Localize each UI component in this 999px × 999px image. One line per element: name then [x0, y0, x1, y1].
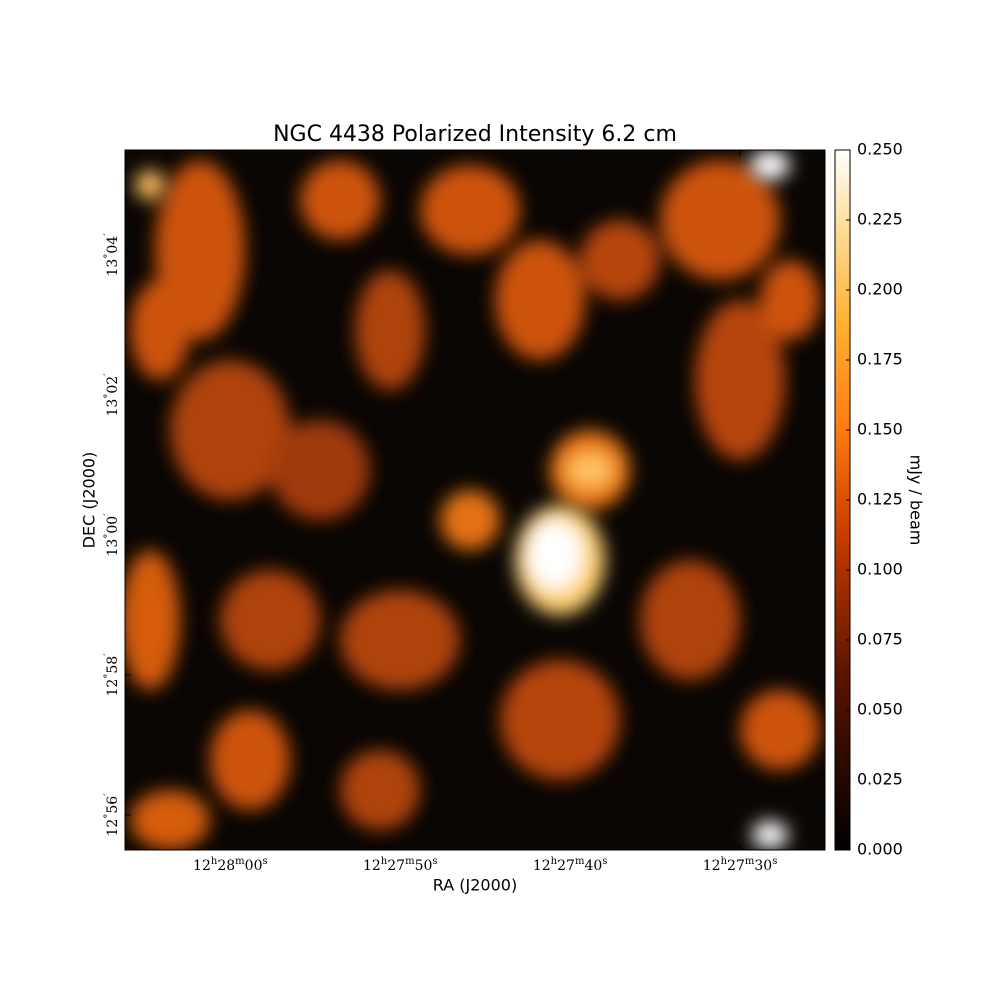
- y-tick-label: 13°00′: [103, 513, 122, 557]
- colorbar-tick-label: 0.075: [857, 630, 903, 649]
- plot-frame: [124, 149, 826, 851]
- colorbar-tick-label: 0.200: [857, 280, 903, 299]
- y-tick-label: 13°04′: [103, 233, 122, 277]
- colorbar-tick-label: 0.000: [857, 840, 903, 859]
- y-tick-label: 13°02′: [103, 373, 122, 417]
- colorbar-tick-label: 0.125: [857, 490, 903, 509]
- colorbar-tick-label: 0.150: [857, 420, 903, 439]
- x-axis-label: RA (J2000): [433, 876, 517, 895]
- y-tick-label: 12°58′: [103, 653, 122, 697]
- colorbar-tick-label: 0.175: [857, 350, 903, 369]
- x-tick-label: 12h27m40s: [533, 856, 608, 875]
- x-tick-label: 12h28m00s: [193, 856, 268, 875]
- y-tick-label: 12°56′: [103, 793, 122, 837]
- colorbar-tick-label: 0.100: [857, 560, 903, 579]
- colorbar-tick-label: 0.225: [857, 210, 903, 229]
- colorbar-tick-label: 0.025: [857, 770, 903, 789]
- x-tick-label: 12h27m50s: [363, 856, 438, 875]
- chart-title: NGC 4438 Polarized Intensity 6.2 cm: [273, 122, 677, 147]
- colorbar-label: mJy / beam: [907, 455, 926, 546]
- colorbar-tick-label: 0.250: [857, 140, 903, 159]
- x-tick-label: 12h27m30s: [703, 856, 778, 875]
- y-axis-label: DEC (J2000): [80, 452, 99, 549]
- intensity-image: [125, 150, 825, 850]
- colorbar-tick-label: 0.050: [857, 700, 903, 719]
